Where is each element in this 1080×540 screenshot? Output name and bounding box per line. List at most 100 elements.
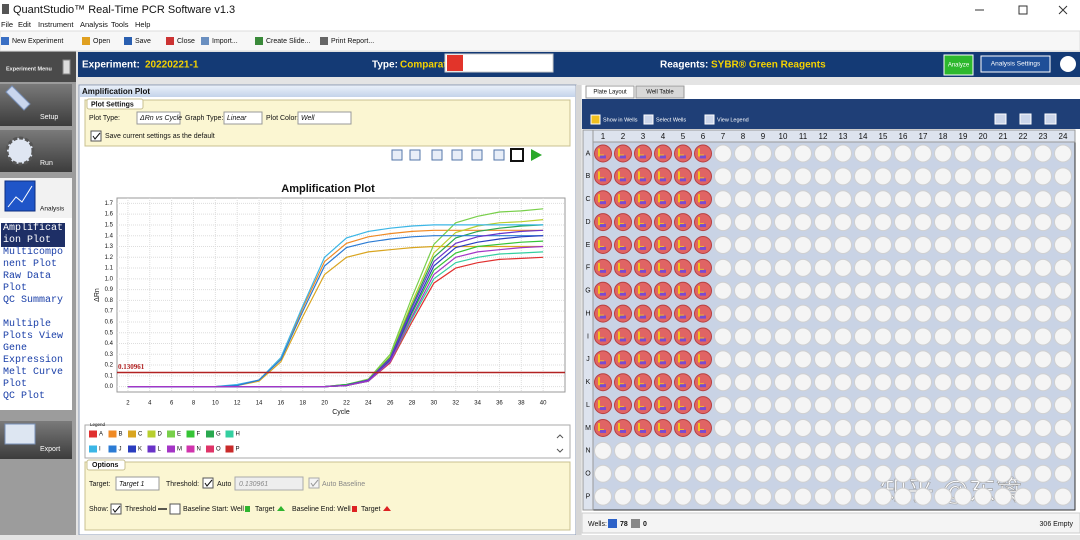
menu-item[interactable]: Edit: [18, 20, 32, 29]
empty-well[interactable]: [794, 281, 812, 300]
empty-well[interactable]: [994, 327, 1012, 346]
sample-well[interactable]: [634, 167, 652, 186]
empty-well[interactable]: [714, 327, 732, 346]
empty-well[interactable]: [754, 213, 772, 232]
empty-well[interactable]: [794, 487, 812, 506]
plate-tool[interactable]: View Legend: [717, 117, 749, 123]
sample-well[interactable]: [694, 350, 712, 369]
sample-well[interactable]: [694, 373, 712, 392]
plot-type-select[interactable]: [136, 111, 181, 125]
settings-button[interactable]: [980, 55, 1051, 73]
empty-well[interactable]: [754, 464, 772, 483]
empty-well[interactable]: [694, 464, 712, 483]
sample-well[interactable]: [694, 190, 712, 209]
empty-well[interactable]: [854, 373, 872, 392]
plot-tool-icon[interactable]: [493, 149, 505, 161]
empty-well[interactable]: [914, 190, 932, 209]
empty-well[interactable]: [774, 144, 792, 163]
sample-well[interactable]: [694, 235, 712, 254]
empty-well[interactable]: [974, 350, 992, 369]
auto-checkbox[interactable]: [202, 477, 214, 489]
analysis-menu-item[interactable]: Raw Data Plot: [3, 271, 52, 294]
empty-well[interactable]: [714, 190, 732, 209]
empty-well[interactable]: [874, 144, 892, 163]
sample-well[interactable]: [674, 281, 692, 300]
sample-well[interactable]: [674, 327, 692, 346]
empty-well[interactable]: [994, 464, 1012, 483]
empty-well[interactable]: [1054, 441, 1072, 460]
empty-well[interactable]: [734, 373, 752, 392]
empty-well[interactable]: [1034, 441, 1052, 460]
empty-well[interactable]: [934, 487, 952, 506]
fullscreen-icon[interactable]: [510, 148, 524, 162]
empty-well[interactable]: [814, 167, 832, 186]
empty-well[interactable]: [794, 258, 812, 277]
empty-well[interactable]: [874, 487, 892, 506]
empty-well[interactable]: [974, 190, 992, 209]
sample-well[interactable]: [594, 190, 612, 209]
empty-well[interactable]: [834, 464, 852, 483]
empty-well[interactable]: [854, 258, 872, 277]
empty-well[interactable]: [774, 487, 792, 506]
empty-well[interactable]: [854, 304, 872, 323]
empty-well[interactable]: [1014, 464, 1032, 483]
empty-well[interactable]: [994, 144, 1012, 163]
empty-well[interactable]: [854, 350, 872, 369]
empty-well[interactable]: [914, 304, 932, 323]
toolbar-button[interactable]: Save: [135, 38, 151, 45]
empty-well[interactable]: [754, 281, 772, 300]
empty-well[interactable]: [754, 418, 772, 437]
empty-well[interactable]: [714, 235, 732, 254]
empty-well[interactable]: [694, 441, 712, 460]
empty-well[interactable]: [814, 396, 832, 415]
empty-well[interactable]: [1034, 213, 1052, 232]
empty-well[interactable]: [834, 327, 852, 346]
plot-tool-icon[interactable]: [471, 149, 483, 161]
plot-color-select[interactable]: [297, 111, 352, 125]
empty-well[interactable]: [954, 190, 972, 209]
empty-well[interactable]: [654, 487, 672, 506]
empty-well[interactable]: [754, 327, 772, 346]
menu-item[interactable]: File: [1, 20, 13, 29]
empty-well[interactable]: [874, 258, 892, 277]
empty-well[interactable]: [1014, 327, 1032, 346]
sample-well[interactable]: [654, 167, 672, 186]
empty-well[interactable]: [874, 373, 892, 392]
empty-well[interactable]: [834, 213, 852, 232]
empty-well[interactable]: [874, 350, 892, 369]
empty-well[interactable]: [894, 258, 912, 277]
toolbar-button[interactable]: Create Slide...: [266, 38, 310, 45]
empty-well[interactable]: [834, 396, 852, 415]
toolbar-button[interactable]: New Experiment: [12, 38, 63, 45]
empty-well[interactable]: [994, 167, 1012, 186]
empty-well[interactable]: [1014, 304, 1032, 323]
empty-well[interactable]: [1054, 396, 1072, 415]
empty-well[interactable]: [854, 487, 872, 506]
empty-well[interactable]: [774, 281, 792, 300]
sample-well[interactable]: [594, 281, 612, 300]
sample-well[interactable]: [674, 235, 692, 254]
empty-well[interactable]: [934, 167, 952, 186]
empty-well[interactable]: [814, 327, 832, 346]
empty-well[interactable]: [834, 190, 852, 209]
sample-well[interactable]: [614, 304, 632, 323]
empty-well[interactable]: [754, 487, 772, 506]
empty-well[interactable]: [794, 441, 812, 460]
sample-well[interactable]: [654, 144, 672, 163]
empty-well[interactable]: [734, 281, 752, 300]
empty-well[interactable]: [734, 441, 752, 460]
close-button[interactable]: [1058, 5, 1068, 15]
sample-well[interactable]: [614, 213, 632, 232]
threshold-input[interactable]: [234, 476, 304, 491]
empty-well[interactable]: [874, 396, 892, 415]
empty-well[interactable]: [714, 258, 732, 277]
empty-well[interactable]: [954, 304, 972, 323]
empty-well[interactable]: [994, 487, 1012, 506]
empty-well[interactable]: [794, 144, 812, 163]
empty-well[interactable]: [1054, 487, 1072, 506]
empty-well[interactable]: [834, 167, 852, 186]
empty-well[interactable]: [894, 144, 912, 163]
empty-well[interactable]: [754, 190, 772, 209]
empty-well[interactable]: [914, 281, 932, 300]
analysis-menu-item[interactable]: Gene Expression: [3, 343, 64, 366]
